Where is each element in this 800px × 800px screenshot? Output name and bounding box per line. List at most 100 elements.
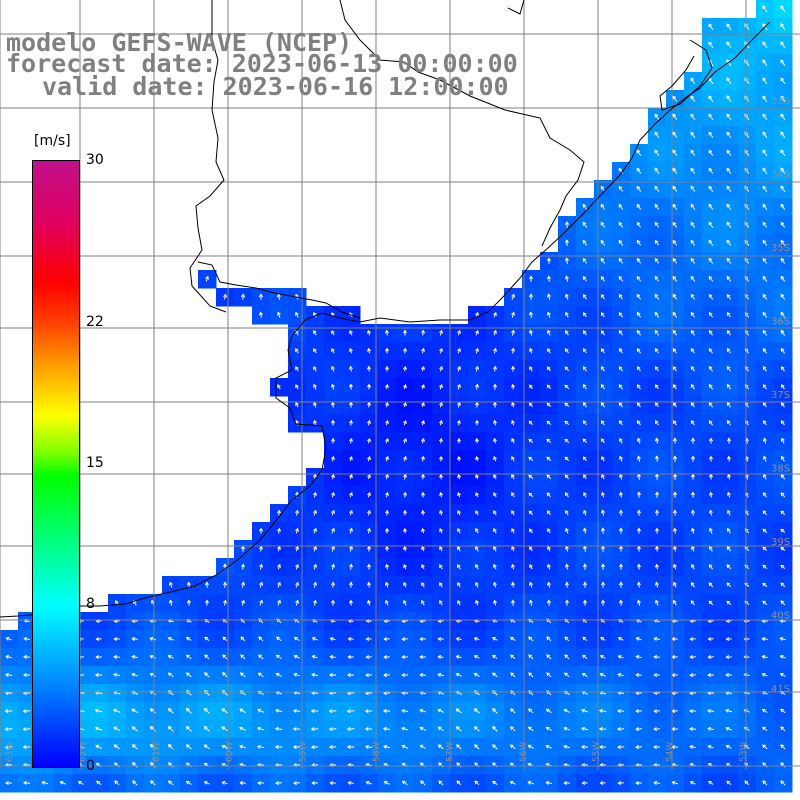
wind-vector-arrow [781,455,785,462]
wind-vector-arrow [726,77,732,85]
wind-vector-arrow [619,455,623,462]
wind-vector-arrow [240,636,246,642]
wind-vector-arrow [690,113,696,121]
wind-vector-arrow [493,365,498,372]
wind-vector-arrow [726,185,732,192]
wind-vector-arrow [529,546,533,552]
wind-vector-arrow [564,366,570,372]
wind-vector-arrow [402,347,408,354]
colorbar-tick-15: 15 [86,455,104,471]
wind-vector-arrow [780,131,786,139]
wind-vector-arrow [366,581,371,588]
wind-vector-arrow [349,527,354,534]
wind-vector-arrow [780,474,786,480]
wind-vector-arrow [762,257,768,264]
wind-vector-arrow [437,708,445,713]
wind-vector-arrow [545,726,552,731]
wind-vector-arrow [690,509,695,516]
wind-vector-arrow [401,637,408,642]
wind-vector-arrow [726,131,732,138]
wind-vector-arrow [780,780,786,786]
wind-vector-arrow [382,726,391,731]
wind-vector-arrow [600,221,606,228]
wind-vector-arrow [780,203,786,210]
wind-vector-arrow [565,492,569,498]
wind-vector-arrow [511,545,515,552]
wind-vector-arrow [493,456,497,462]
wind-vector-arrow [383,744,391,749]
latitude-label: 40S [771,611,790,622]
wind-vector-arrow [600,348,605,354]
wind-vector-arrow [726,95,732,103]
wind-vector-arrow [364,709,373,714]
wind-vector-arrow [457,474,462,480]
wind-vector-arrow [240,654,246,660]
wind-vector-arrow [763,473,767,480]
wind-vector-arrow [708,113,714,121]
wind-vector-arrow [367,419,371,426]
wind-vector-arrow [707,672,714,678]
wind-vector-arrow [600,384,605,390]
wind-vector-arrow [780,257,786,264]
wind-vector-arrow [401,672,408,678]
wind-vector-arrow [780,59,786,67]
wind-vector-arrow [546,581,551,588]
wind-vector-arrow [221,708,229,714]
wind-vector-arrow [690,545,695,552]
wind-vector-arrow [313,365,317,372]
wind-vector-arrow [636,293,642,300]
wind-vector-arrow [348,599,353,606]
wind-vector-arrow [672,239,678,246]
wind-vector-arrow [780,744,786,750]
wind-vector-arrow [708,527,713,534]
wind-vector-arrow [582,294,587,300]
wind-vector-arrow [329,672,337,677]
wind-vector-arrow [582,581,588,588]
wind-vector-arrow [654,221,660,228]
wind-vector-arrow [672,563,677,570]
wind-vector-arrow [762,582,768,588]
wind-vector-arrow [726,420,731,426]
wind-vector-arrow [582,509,587,516]
wind-vector-arrow [457,492,461,498]
wind-vector-arrow [672,293,678,300]
wind-vector-arrow [439,365,443,372]
wind-vector-arrow [510,365,516,372]
wind-vector-arrow [421,599,425,606]
wind-vector-arrow [401,726,409,731]
wind-vector-arrow [240,672,246,678]
wind-vector-arrow [456,455,462,462]
longitude-label: 57W [445,742,455,762]
wind-vector-arrow [475,456,479,462]
wind-vector-arrow [672,527,677,534]
wind-vector-arrow [204,654,210,660]
wind-vector-arrow [546,438,552,444]
wind-vector-arrow [781,420,785,426]
wind-vector-arrow [457,581,461,588]
wind-vector-arrow [437,744,444,750]
wind-vector-arrow [346,709,355,714]
wind-vector-arrow [510,636,516,641]
wind-vector-arrow [349,563,354,570]
wind-vector-arrow [690,384,695,390]
wind-vector-arrow [511,492,515,498]
wind-vector-arrow [618,473,623,480]
wind-vector-arrow [545,744,552,749]
wind-vector-arrow [114,780,120,786]
wind-vector-arrow [510,726,516,732]
wind-vector-arrow [708,401,713,408]
wind-vector-arrow [276,311,281,318]
wind-vector-arrow [277,527,282,534]
latitude-label: 41S [771,684,790,695]
wind-vector-arrow [186,581,191,588]
wind-vector-arrow [492,672,498,678]
wind-vector-arrow [456,780,462,786]
wind-vector-arrow [780,95,786,103]
wind-vector-arrow [258,636,264,642]
wind-vector-arrow [600,185,606,192]
wind-vector-arrow [402,509,408,516]
wind-vector-arrow [367,474,371,480]
wind-vector-arrow [185,780,192,785]
wind-vector-arrow [564,474,570,480]
